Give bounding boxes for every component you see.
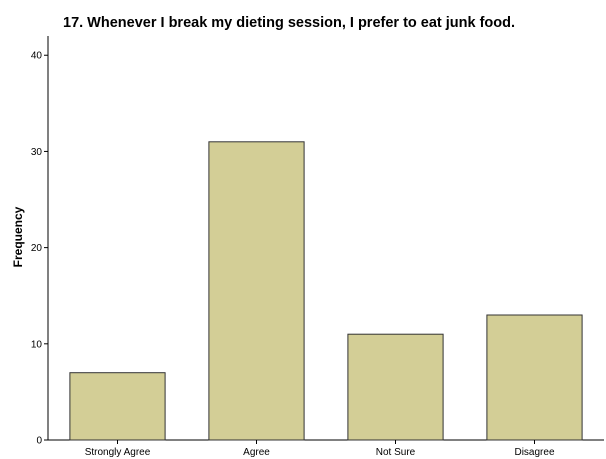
y-axis-ticks: 0 10 20 30 40 (31, 51, 48, 447)
chart-title: 17. Whenever I break my dieting session,… (63, 15, 515, 31)
x-tick-label: Not Sure (376, 447, 416, 458)
y-axis-label: Frequency (11, 206, 25, 267)
y-tick-label: 40 (31, 51, 43, 62)
bar-agree (208, 141, 305, 441)
x-tick-label: Agree (243, 447, 270, 458)
x-axis-ticks: Strongly Agree Agree Not Sure Disagree (85, 440, 555, 458)
x-tick-label: Disagree (514, 447, 554, 458)
y-tick-label: 20 (31, 243, 43, 254)
y-tick-label: 10 (31, 339, 43, 350)
x-tick-label: Strongly Agree (85, 447, 151, 458)
y-tick-label: 0 (36, 436, 42, 447)
bar-disagree (486, 314, 583, 441)
bar-strongly-agree (69, 372, 166, 441)
bar-not-sure (347, 333, 444, 441)
bars-layer (69, 141, 583, 441)
y-tick-label: 30 (31, 147, 43, 158)
